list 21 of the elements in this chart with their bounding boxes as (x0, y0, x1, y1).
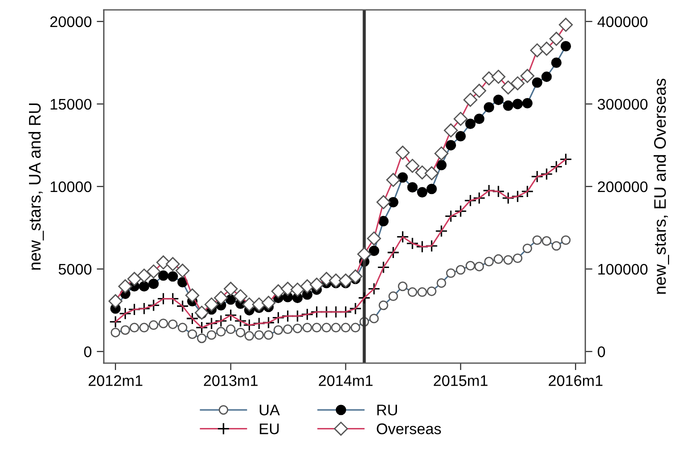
x-tick-label: 2012m1 (88, 375, 142, 386)
legend-label: Overseas (376, 423, 441, 434)
y-tick-label: 5000 (58, 264, 92, 275)
y2-tick-label: 0 (598, 346, 606, 358)
x-tick-label: 2016m1 (548, 375, 602, 386)
y-axis-title: new_stars, UA and RU (28, 103, 44, 270)
x-tick-label: 2015m1 (434, 375, 488, 386)
y-tick-label: 15000 (50, 98, 92, 110)
y2-tick-label: 400000 (597, 16, 648, 28)
y2-axis-title: new_stars, EU and Overseas (654, 78, 670, 294)
y2-tick-label: 200000 (598, 181, 648, 192)
legend-label: EU (260, 424, 279, 434)
legend-label: RU (377, 404, 397, 416)
y2-tick-label: 100000 (598, 264, 648, 275)
x-tick-label: 2013m1 (204, 375, 258, 386)
y2-tick-label: 300000 (598, 98, 648, 110)
y-tick-label: 10000 (50, 181, 92, 192)
legend-label: UA (260, 404, 280, 416)
y-tick-label: 0 (84, 346, 92, 358)
x-tick-label: 2014m1 (318, 375, 373, 386)
y-tick-label: 20000 (50, 16, 92, 28)
